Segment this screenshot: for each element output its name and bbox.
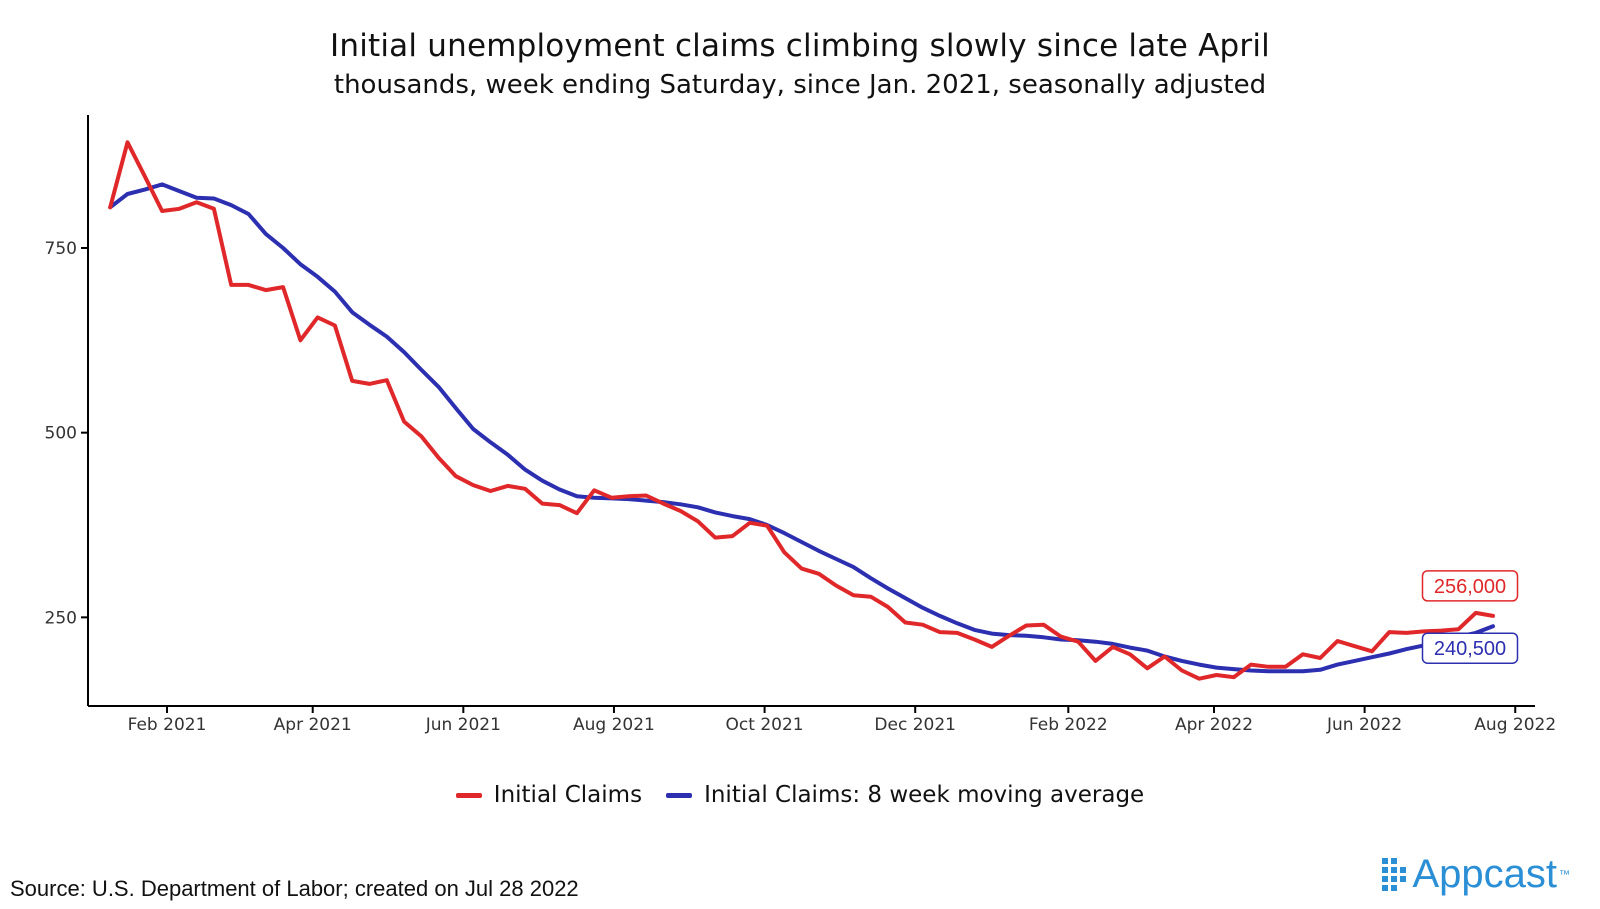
appcast-logo: Appcast ™ — [1382, 852, 1570, 897]
x-tick-label: Dec 2021 — [874, 715, 956, 735]
label-box-initial-claims — [1421, 570, 1519, 602]
x-tick-label: Oct 2021 — [726, 715, 804, 735]
label-box-moving-average — [1421, 632, 1519, 664]
chart-title: Initial unemployment claims climbing slo… — [330, 28, 1270, 64]
legend-swatch-average — [666, 792, 693, 798]
chart-subtitle: thousands, week ending Saturday, since J… — [333, 70, 1267, 100]
x-tick-label: Apr 2022 — [1175, 715, 1253, 735]
legend-item-average: Initial Claims: 8 week moving average — [666, 782, 1144, 808]
label-moving-average: 240,500 — [1434, 638, 1506, 660]
x-tick-label: Jun 2021 — [425, 715, 501, 735]
source-note: Source: U.S. Department of Labor; create… — [10, 876, 579, 901]
appcast-logo-text: Appcast — [1412, 852, 1557, 896]
appcast-logo-icon — [1382, 858, 1407, 891]
y-tick-label: 500 — [45, 424, 77, 444]
legend-swatch-claims — [455, 792, 482, 798]
legend-label-claims: Initial Claims — [493, 782, 643, 808]
x-tick-label: Apr 2021 — [274, 715, 352, 735]
x-tick-label: Jun 2022 — [1326, 715, 1402, 735]
x-tick-label: Aug 2021 — [573, 715, 655, 735]
y-tick-label: 250 — [45, 608, 77, 628]
series-line-moving-average — [108, 182, 1495, 674]
x-tick-label: Feb 2021 — [128, 715, 207, 735]
x-tick-label: Feb 2022 — [1029, 715, 1108, 735]
y-tick-label: 750 — [45, 239, 77, 259]
series-line-initial-claims — [108, 140, 1495, 681]
legend-label-average: Initial Claims: 8 week moving average — [704, 782, 1145, 808]
x-tick-label: Aug 2022 — [1474, 715, 1556, 735]
legend-item-claims: Initial Claims — [455, 782, 643, 808]
label-initial-claims: 256,000 — [1434, 576, 1506, 598]
chart-legend: Initial Claims Initial Claims: 8 week mo… — [0, 782, 1600, 808]
